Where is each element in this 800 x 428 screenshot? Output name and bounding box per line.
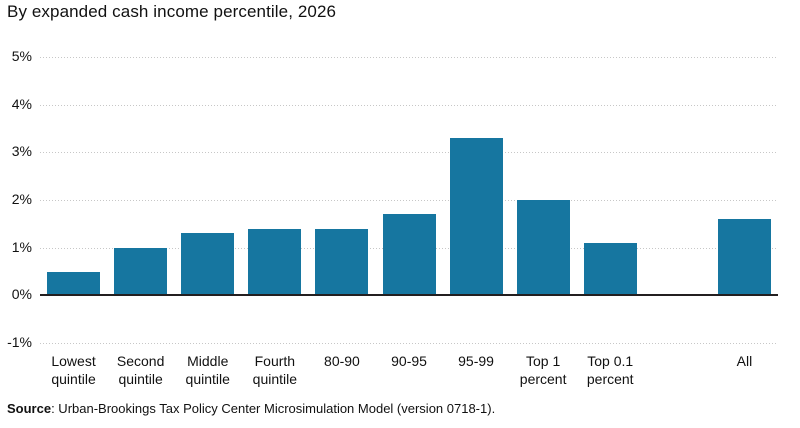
gridline — [40, 57, 778, 58]
zero-axis-line — [40, 294, 778, 297]
x-axis-label: All — [736, 353, 753, 369]
x-axis-label: Middle quintile — [185, 353, 230, 387]
x-axis-label: 80-90 — [324, 353, 360, 369]
gridline — [40, 343, 778, 344]
x-axis-label: Lowest quintile — [51, 353, 96, 387]
source-label: Source — [7, 401, 52, 416]
y-tick-label: 4% — [11, 95, 32, 112]
bar — [516, 200, 570, 296]
y-tick-label: 3% — [11, 143, 32, 160]
x-axis-label: Fourth quintile — [252, 353, 298, 387]
bar — [718, 219, 771, 296]
x-axis-label: Top 1 percent — [519, 353, 567, 387]
bar — [449, 138, 503, 296]
y-tick-label: 2% — [11, 191, 32, 207]
bar — [315, 228, 369, 296]
bar — [181, 233, 235, 296]
y-tick-label: 0% — [11, 286, 32, 303]
gridline — [40, 104, 778, 106]
y-tick-label: 1% — [11, 238, 32, 255]
x-axis-label: 90-95 — [391, 353, 427, 369]
x-axis-label: 95-99 — [458, 353, 494, 369]
source-note: Source: Urban-Brookings Tax Policy Cente… — [7, 401, 495, 416]
bar — [248, 228, 302, 296]
bar — [47, 271, 100, 296]
gridline — [40, 152, 778, 154]
chart-title: By expanded cash income percentile, 2026 — [7, 2, 337, 21]
bar — [382, 214, 436, 296]
source-text: : Urban-Brookings Tax Policy Center Micr… — [51, 401, 496, 416]
bar — [114, 247, 168, 296]
x-axis-label: Top 0.1 percent — [586, 353, 634, 387]
x-axis-label: Second quintile — [116, 353, 165, 387]
gridline — [40, 200, 778, 201]
y-tick-label: 5% — [11, 48, 32, 64]
y-tick-label: -1% — [7, 334, 32, 350]
bar — [583, 242, 637, 296]
